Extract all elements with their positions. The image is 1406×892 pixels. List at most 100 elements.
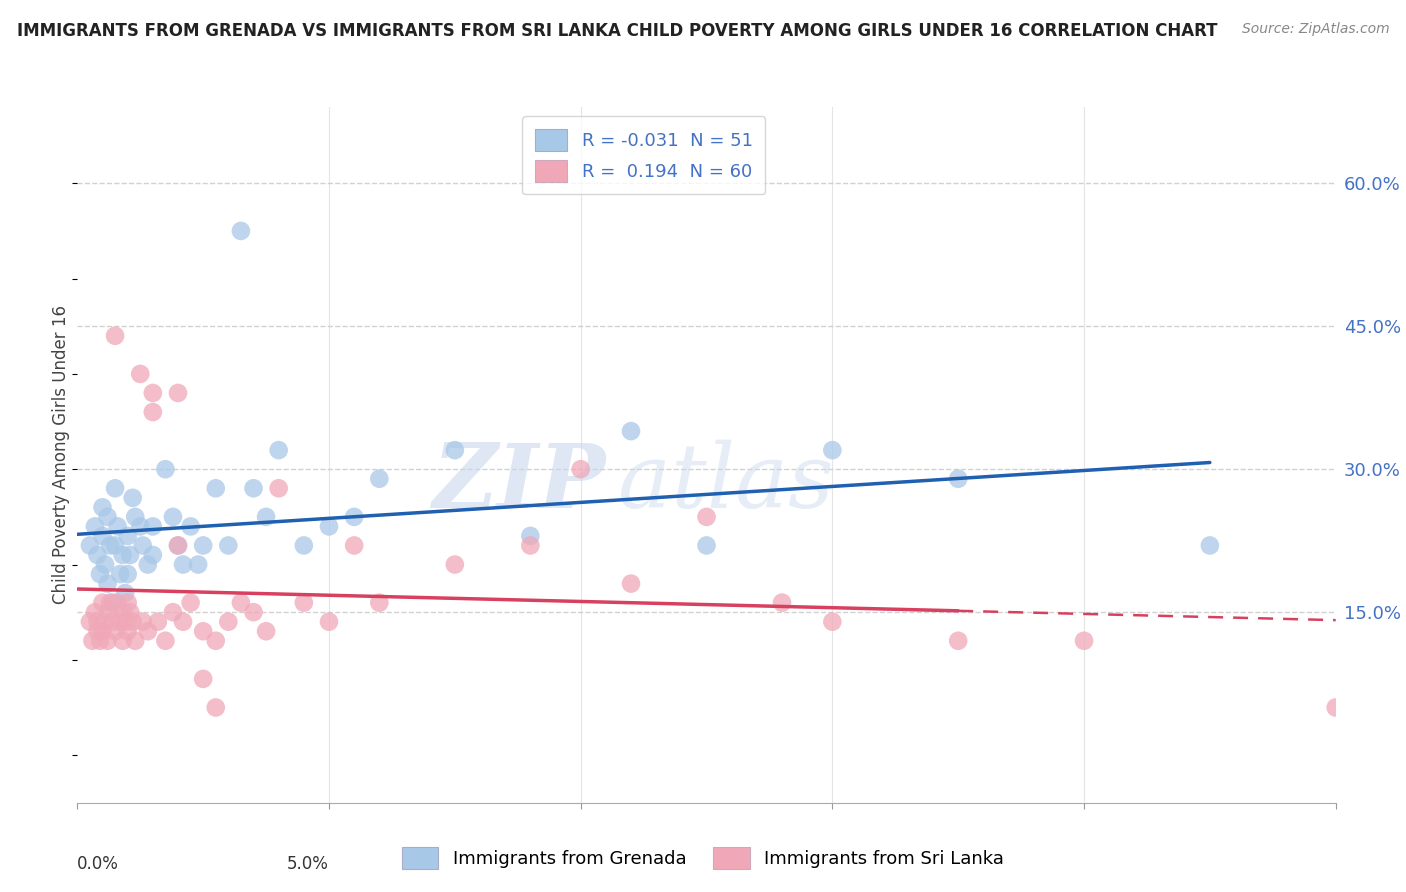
Point xyxy=(117,567,139,582)
Point xyxy=(101,615,124,629)
Point xyxy=(267,481,290,495)
Point xyxy=(242,605,264,619)
Point xyxy=(162,605,184,619)
Point xyxy=(519,539,541,553)
Point xyxy=(343,509,366,524)
Point xyxy=(114,586,136,600)
Point xyxy=(167,386,190,401)
Point xyxy=(368,596,391,610)
Point xyxy=(136,624,159,639)
Point xyxy=(254,509,277,524)
Text: atlas: atlas xyxy=(619,440,834,526)
Point xyxy=(108,567,131,582)
Point xyxy=(121,615,143,629)
Point xyxy=(217,539,239,553)
Point xyxy=(162,509,184,524)
Point xyxy=(91,596,114,610)
Text: IMMIGRANTS FROM GRENADA VS IMMIGRANTS FROM SRI LANKA CHILD POVERTY AMONG GIRLS U: IMMIGRANTS FROM GRENADA VS IMMIGRANTS FR… xyxy=(17,22,1218,40)
Point xyxy=(120,548,142,562)
Point xyxy=(96,633,118,648)
Point xyxy=(124,633,146,648)
Point xyxy=(104,539,127,553)
Point xyxy=(696,539,718,553)
Point xyxy=(229,224,252,238)
Point xyxy=(98,596,121,610)
Point xyxy=(242,481,264,495)
Y-axis label: Child Poverty Among Girls Under 16: Child Poverty Among Girls Under 16 xyxy=(52,305,70,605)
Point xyxy=(368,472,391,486)
Point xyxy=(167,539,190,553)
Point xyxy=(229,596,252,610)
Point xyxy=(1199,539,1222,553)
Point xyxy=(318,519,340,533)
Point xyxy=(107,596,129,610)
Point xyxy=(117,624,139,639)
Point xyxy=(217,615,239,629)
Point xyxy=(98,539,121,553)
Point xyxy=(129,367,152,381)
Point xyxy=(167,539,190,553)
Point xyxy=(120,605,142,619)
Point xyxy=(948,633,970,648)
Point xyxy=(129,519,152,533)
Text: ZIP: ZIP xyxy=(433,440,606,526)
Point xyxy=(155,633,177,648)
Point xyxy=(620,576,643,591)
Point xyxy=(132,615,155,629)
Point xyxy=(254,624,277,639)
Point xyxy=(86,615,108,629)
Text: Source: ZipAtlas.com: Source: ZipAtlas.com xyxy=(1241,22,1389,37)
Text: 0.0%: 0.0% xyxy=(77,855,120,873)
Point xyxy=(132,539,155,553)
Point xyxy=(142,386,165,401)
Point xyxy=(146,615,169,629)
Point xyxy=(91,500,114,515)
Point xyxy=(104,481,127,495)
Point xyxy=(111,548,134,562)
Point xyxy=(121,491,143,505)
Point xyxy=(620,424,643,438)
Point xyxy=(96,576,118,591)
Point xyxy=(180,519,202,533)
Point xyxy=(155,462,177,476)
Point xyxy=(86,548,108,562)
Point xyxy=(770,596,793,610)
Point xyxy=(136,558,159,572)
Point xyxy=(91,529,114,543)
Point xyxy=(569,462,592,476)
Point xyxy=(117,596,139,610)
Point xyxy=(142,548,165,562)
Point xyxy=(172,558,194,572)
Text: 5.0%: 5.0% xyxy=(287,855,329,873)
Point xyxy=(94,615,117,629)
Point xyxy=(292,596,315,610)
Point xyxy=(142,405,165,419)
Point xyxy=(142,519,165,533)
Point xyxy=(86,624,108,639)
Point xyxy=(94,558,117,572)
Point xyxy=(1324,700,1347,714)
Point xyxy=(84,519,107,533)
Point xyxy=(948,472,970,486)
Point xyxy=(107,519,129,533)
Point xyxy=(84,605,107,619)
Point xyxy=(191,624,215,639)
Point xyxy=(124,509,146,524)
Point xyxy=(111,633,134,648)
Legend: Immigrants from Grenada, Immigrants from Sri Lanka: Immigrants from Grenada, Immigrants from… xyxy=(395,839,1011,876)
Point xyxy=(108,615,131,629)
Point xyxy=(89,633,111,648)
Point xyxy=(821,443,844,458)
Point xyxy=(117,529,139,543)
Point xyxy=(172,615,194,629)
Point xyxy=(696,509,718,524)
Point xyxy=(204,481,226,495)
Point xyxy=(1073,633,1095,648)
Point xyxy=(318,615,340,629)
Legend: R = -0.031  N = 51, R =  0.194  N = 60: R = -0.031 N = 51, R = 0.194 N = 60 xyxy=(522,116,765,194)
Point xyxy=(104,328,127,343)
Point xyxy=(111,605,134,619)
Point xyxy=(96,509,118,524)
Point xyxy=(191,672,215,686)
Point xyxy=(821,615,844,629)
